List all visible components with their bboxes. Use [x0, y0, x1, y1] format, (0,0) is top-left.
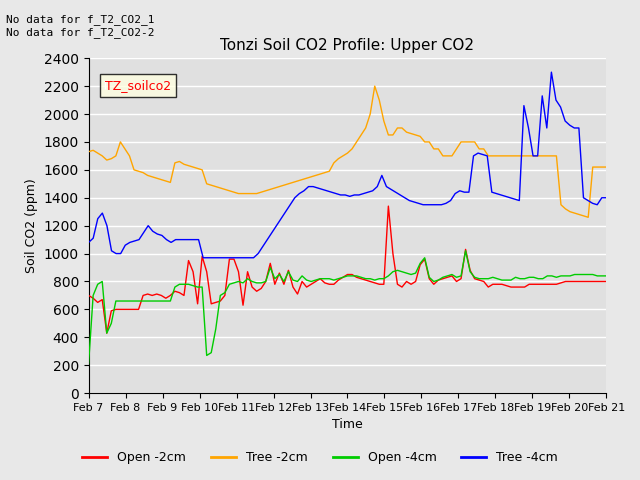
- Legend: Open -2cm, Tree -2cm, Open -4cm, Tree -4cm: Open -2cm, Tree -2cm, Open -4cm, Tree -4…: [77, 446, 563, 469]
- Legend: TZ_soilco2: TZ_soilco2: [100, 74, 176, 97]
- Text: No data for f_T2_CO2_1
No data for f_T2_CO2-2: No data for f_T2_CO2_1 No data for f_T2_…: [6, 14, 155, 38]
- Y-axis label: Soil CO2 (ppm): Soil CO2 (ppm): [25, 178, 38, 273]
- X-axis label: Time: Time: [332, 419, 363, 432]
- Title: Tonzi Soil CO2 Profile: Upper CO2: Tonzi Soil CO2 Profile: Upper CO2: [221, 38, 474, 53]
